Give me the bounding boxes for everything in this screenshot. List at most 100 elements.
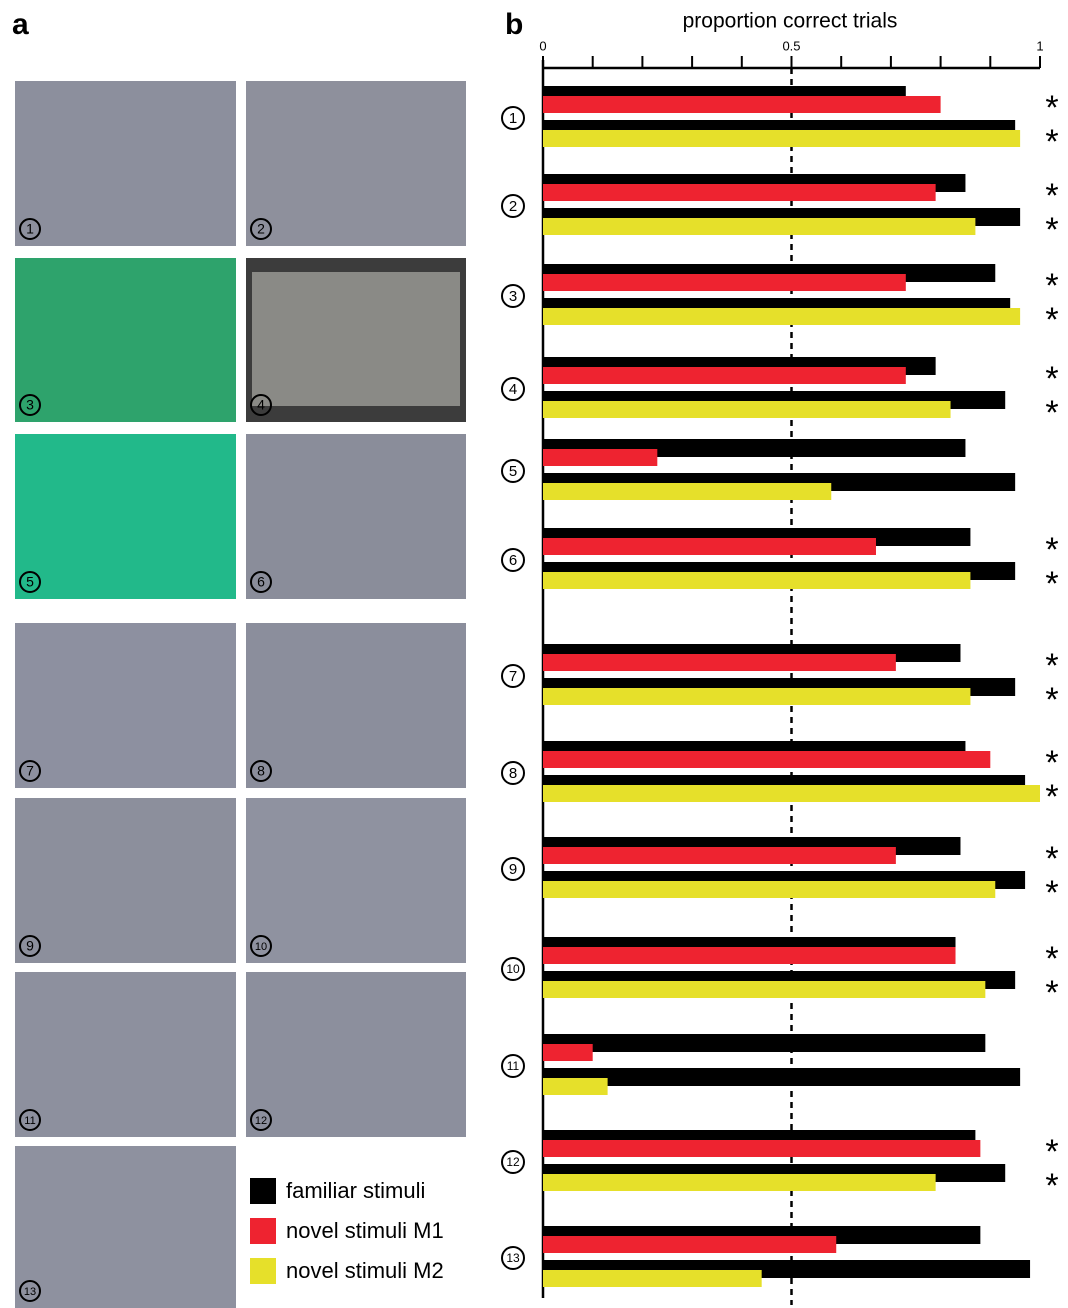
significance: * xyxy=(1045,744,1058,782)
bar xyxy=(543,483,832,500)
photo xyxy=(15,258,236,422)
group-label-circle xyxy=(501,194,525,218)
significance: * xyxy=(1045,360,1058,398)
photo-number: 10 xyxy=(255,941,267,953)
panel-label: b xyxy=(505,8,523,41)
bar xyxy=(543,1034,986,1052)
photo-number: 1 xyxy=(26,221,34,237)
photo-number: 12 xyxy=(255,1115,267,1127)
significance: * xyxy=(1045,531,1058,569)
group-label: 13 xyxy=(506,1251,520,1265)
group-label-circle xyxy=(501,1246,525,1270)
group-label-circle xyxy=(501,459,525,483)
bar xyxy=(543,1044,593,1061)
significance: * xyxy=(1045,177,1058,215)
photo-number: 8 xyxy=(257,763,265,779)
bar xyxy=(543,654,896,671)
photo-number-circle xyxy=(19,571,41,593)
photo-number-circle xyxy=(250,760,272,782)
bar xyxy=(543,274,906,291)
bar xyxy=(543,688,971,705)
bar xyxy=(543,981,986,998)
significance: * xyxy=(1045,974,1058,1012)
bar xyxy=(543,947,956,964)
group-label: 9 xyxy=(509,861,517,878)
bar xyxy=(543,1270,762,1287)
group-label: 5 xyxy=(509,463,517,480)
group-label: 1 xyxy=(509,110,517,127)
bar xyxy=(543,1078,608,1095)
bar xyxy=(543,785,1040,802)
significance: * xyxy=(1045,647,1058,685)
bar xyxy=(543,367,906,384)
group-label: 4 xyxy=(509,381,517,398)
photo-number-circle xyxy=(19,218,41,240)
significance: * xyxy=(1045,267,1058,305)
photo-number: 9 xyxy=(26,938,34,954)
x-tick-label: 1 xyxy=(1036,38,1043,53)
photo-number: 11 xyxy=(24,1115,35,1127)
group-label: 12 xyxy=(506,1155,520,1169)
group-label-circle xyxy=(501,957,525,981)
bar xyxy=(543,847,896,864)
bar xyxy=(543,1068,1021,1086)
group-label-circle xyxy=(501,106,525,130)
bar xyxy=(543,218,976,235)
panel-label: a xyxy=(12,8,29,41)
significance: * xyxy=(1045,394,1058,432)
photo-number-circle xyxy=(250,571,272,593)
photo xyxy=(15,972,236,1137)
photo-number-circle xyxy=(250,218,272,240)
photo xyxy=(246,972,466,1137)
x-tick-label: 0.5 xyxy=(782,38,800,53)
group-label-circle xyxy=(501,664,525,688)
bar xyxy=(543,308,1021,325)
bar xyxy=(543,401,951,418)
significance: * xyxy=(1045,1133,1058,1171)
photo-number: 13 xyxy=(24,1286,36,1298)
group-label-circle xyxy=(501,284,525,308)
x-axis-title: proportion correct trials xyxy=(683,10,898,33)
bar xyxy=(543,572,971,589)
legend-swatch xyxy=(250,1218,276,1244)
group-label: 2 xyxy=(509,198,517,215)
legend-label: novel stimuli M1 xyxy=(286,1218,444,1243)
significance: * xyxy=(1045,89,1058,127)
bar xyxy=(543,449,658,466)
group-label: 8 xyxy=(509,765,517,782)
significance: * xyxy=(1045,1167,1058,1205)
photo-number-circle xyxy=(19,1280,41,1302)
group-label: 11 xyxy=(507,1059,520,1073)
significance: * xyxy=(1045,874,1058,912)
bar xyxy=(543,751,991,768)
photo-number: 5 xyxy=(26,574,34,590)
significance: * xyxy=(1045,123,1058,161)
photo xyxy=(15,1146,236,1308)
photo-number-circle xyxy=(250,394,272,416)
significance: * xyxy=(1045,840,1058,878)
photo-number: 6 xyxy=(257,574,265,590)
group-label: 3 xyxy=(509,288,517,305)
bar xyxy=(543,1140,981,1157)
significance: * xyxy=(1045,778,1058,816)
bar xyxy=(543,130,1021,147)
photo-number-circle xyxy=(19,760,41,782)
legend-label: familiar stimuli xyxy=(286,1178,425,1203)
group-label: 10 xyxy=(506,962,520,976)
photo-number: 7 xyxy=(26,763,34,779)
bar xyxy=(543,184,936,201)
bar xyxy=(543,881,996,898)
photo xyxy=(246,81,466,246)
group-label-circle xyxy=(501,1150,525,1174)
photo xyxy=(15,81,236,246)
group-label: 6 xyxy=(509,552,517,569)
bar xyxy=(543,1174,936,1191)
photo-number-circle xyxy=(250,1109,272,1131)
photo xyxy=(246,434,466,599)
bar xyxy=(543,1236,837,1253)
bar xyxy=(543,96,941,113)
group-label: 7 xyxy=(509,668,517,685)
significance: * xyxy=(1045,565,1058,603)
x-tick-label: 0 xyxy=(539,38,546,53)
